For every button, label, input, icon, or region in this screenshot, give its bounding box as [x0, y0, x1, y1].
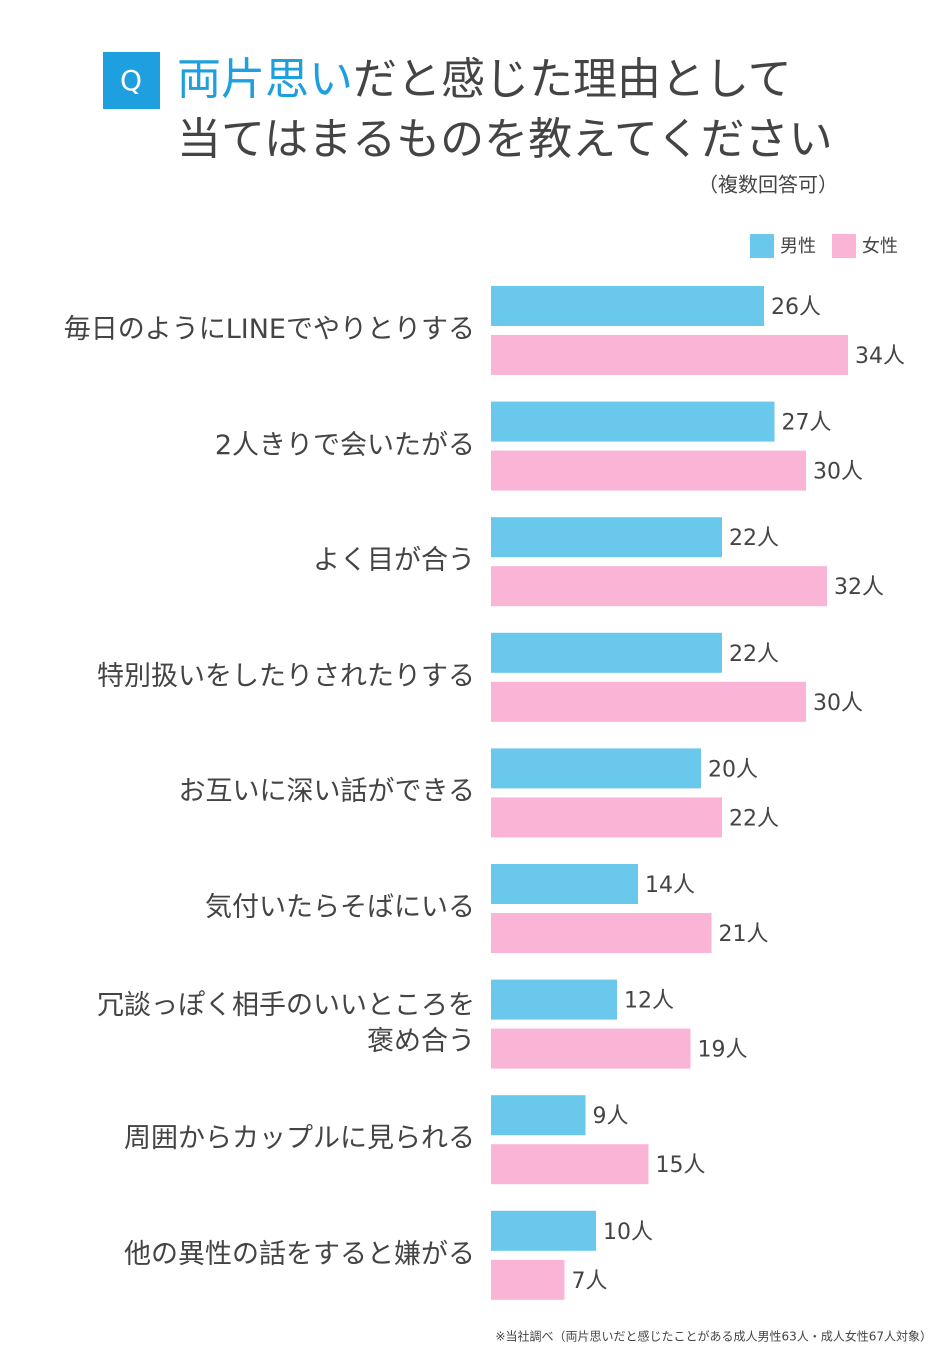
- category-label: 冗談っぽく相手のいいところを 褒め合う: [97, 989, 475, 1057]
- title-line-1: 両片思いだと感じた理由として: [177, 54, 792, 105]
- bar: [491, 566, 827, 607]
- value-label: 7人: [572, 1269, 608, 1294]
- value-label: 19人: [698, 1038, 748, 1063]
- bar: [491, 401, 775, 442]
- bar: [491, 450, 806, 491]
- value-label: 12人: [624, 989, 674, 1014]
- bar: [491, 979, 617, 1020]
- legend-label: 男性: [780, 236, 816, 257]
- value-label: 10人: [603, 1220, 653, 1245]
- bar: [491, 913, 712, 953]
- category-label: 2人きりで会いたがる: [214, 429, 475, 461]
- value-label: 9人: [593, 1104, 629, 1129]
- bar: [491, 1028, 691, 1069]
- legend-label: 女性: [862, 236, 898, 257]
- value-label: 22人: [729, 526, 779, 551]
- value-label: 15人: [656, 1153, 706, 1178]
- title-highlight: 両片思い: [177, 54, 353, 105]
- footnote: ※当社調べ（両片思いだと感じたことがある成人男性63人・成人女性67人対象）: [495, 1329, 932, 1344]
- value-label: 20人: [708, 757, 758, 782]
- bar: [491, 864, 638, 904]
- bar: [491, 335, 848, 375]
- value-label: 32人: [834, 575, 884, 600]
- category-label: 特別扱いをしたりされたりする: [97, 660, 475, 692]
- value-label: 27人: [782, 411, 832, 436]
- legend-swatch: [832, 234, 856, 258]
- category-label: 周囲からカップルに見られる: [124, 1123, 475, 1155]
- bar: [491, 797, 722, 838]
- subtitle: （複数回答可）: [698, 173, 838, 197]
- title-text: だと感じた理由として: [353, 54, 792, 105]
- bar: [491, 1144, 649, 1185]
- bar: [491, 517, 722, 558]
- value-label: 30人: [813, 691, 863, 716]
- legend-swatch: [750, 234, 774, 258]
- category-label: 気付いたらそばにいる: [205, 892, 475, 923]
- category-label: 毎日のようにLINEでやりとりする: [63, 314, 475, 345]
- q-badge-box: [103, 52, 160, 109]
- category-label: お互いに深い話ができる: [178, 776, 475, 808]
- bar: [491, 286, 764, 326]
- bar: [491, 632, 722, 673]
- bar: [491, 1210, 596, 1251]
- value-label: 30人: [813, 460, 863, 485]
- title-line-2: 当てはまるものを教えてください: [177, 114, 833, 165]
- category-label: よく目が合う: [313, 545, 475, 577]
- value-label: 22人: [729, 642, 779, 667]
- value-label: 14人: [645, 873, 695, 898]
- bar: [491, 748, 701, 789]
- value-label: 34人: [855, 344, 905, 369]
- value-label: 26人: [771, 295, 821, 320]
- q-badge: Q: [120, 64, 142, 97]
- value-label: 22人: [729, 806, 779, 831]
- bar: [491, 1259, 565, 1300]
- value-label: 21人: [719, 922, 769, 947]
- bar: [491, 681, 806, 722]
- category-label: 他の異性の話をすると嫌がる: [124, 1238, 475, 1270]
- bar: [491, 1095, 586, 1136]
